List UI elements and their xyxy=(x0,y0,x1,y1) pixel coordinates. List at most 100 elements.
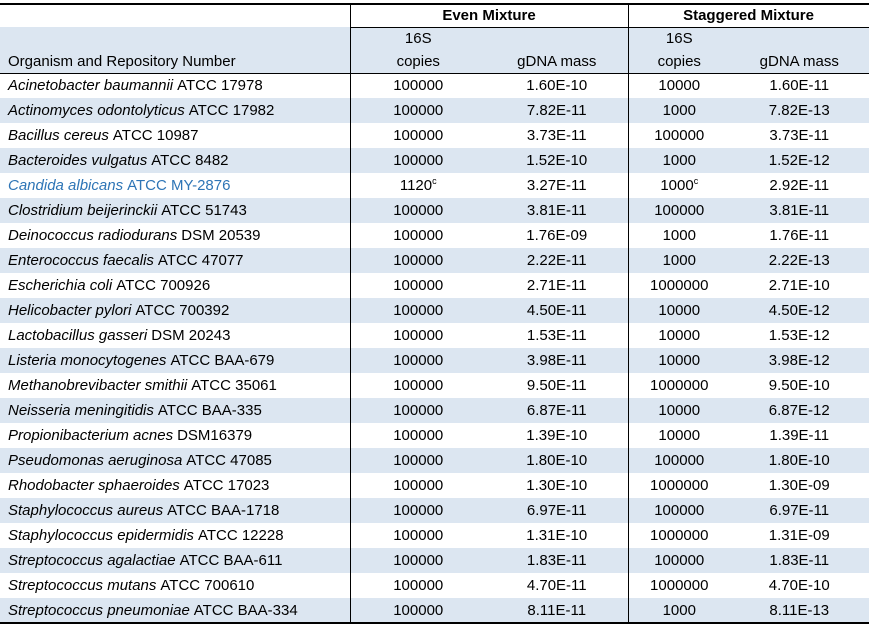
organism-cell: Rhodobacter sphaeroides ATCC 17023 xyxy=(0,473,350,498)
even-copies-cell: 100000 xyxy=(349,448,486,473)
even-gdna-cell: 1.80E-10 xyxy=(526,452,588,469)
even-copies-cell: 100000 xyxy=(349,573,486,598)
even-gdna-cell: 1.30E-10 xyxy=(526,477,588,494)
organism-row: Candida albicans ATCC MY-2876 1120c 3.27E… xyxy=(0,173,869,198)
even-gdna-cell: 1.60E-10 xyxy=(526,77,588,95)
staggered-copies-value: 10000 xyxy=(658,402,701,419)
staggered-copies-cell: 1000000 xyxy=(627,373,730,398)
staggered-copies-cell: 1000000 xyxy=(627,473,730,498)
staggered-gdna-cell: 1.60E-11 xyxy=(730,73,869,98)
staggered-gdna-cell: 1.39E-11 xyxy=(730,423,869,448)
even-copies-value: 100000 xyxy=(393,427,444,444)
subheader-spacer xyxy=(0,27,350,50)
staggered-copies-cell: 100000 xyxy=(627,123,730,148)
staggered-copies-value: 1000000 xyxy=(650,477,709,494)
staggered-copies-cell: 1000 xyxy=(627,598,730,623)
even-gdna-cell: 4.70E-11 xyxy=(526,577,587,594)
even-copies-cell: 100000 xyxy=(349,298,486,323)
even-copies-cell: 1120c xyxy=(349,173,486,198)
organism-cell: Streptococcus agalactiae ATCC BAA-611 xyxy=(0,548,350,573)
repository-number: ATCC 700610 xyxy=(160,577,255,594)
even-gdna-cell: 1.39E-10 xyxy=(526,427,588,444)
organism-row: Bacillus cereus ATCC 10987 100000 3.73E-1… xyxy=(0,123,869,148)
organism-cell: Pseudomonas aeruginosa ATCC 47085 xyxy=(0,448,350,473)
staggered-copies-cell: 10000 xyxy=(627,298,730,323)
even-copies-value: 100000 xyxy=(393,277,444,294)
even-gdna-cell: 3.27E-11 xyxy=(526,177,587,194)
organism-cell: Streptococcus pneumoniae ATCC BAA-334 xyxy=(0,598,350,623)
even-copies-value: 100000 xyxy=(393,377,444,394)
even-copies-value: 100000 xyxy=(393,227,444,244)
staggered-copies-value: 10000 xyxy=(658,327,701,344)
organism-row: Streptococcus mutans ATCC 700610 100000 4… xyxy=(0,573,869,598)
even-copies-value: 100000 xyxy=(393,152,444,169)
staggered-mixture-group-header: Staggered Mixture xyxy=(627,4,869,28)
organism-name: Listeria monocytogenes xyxy=(8,352,167,369)
organism-row: Propionibacterium acnes DSM16379 100000 1… xyxy=(0,423,869,448)
repository-number: ATCC 17023 xyxy=(183,477,270,494)
staggered-gdna-cell: 1.53E-12 xyxy=(730,323,869,348)
even-gdna-cell: 1.31E-10 xyxy=(526,527,588,544)
group-header-spacer xyxy=(0,4,350,27)
organism-name: Streptococcus agalactiae xyxy=(8,552,176,569)
group-header-row: Even Mixture Staggered Mixture xyxy=(0,4,869,28)
staggered-gdna-cell: 1.30E-09 xyxy=(730,473,869,498)
staggered-copies-cell: 1000 xyxy=(627,248,730,273)
staggered-copies-cell: 1000c xyxy=(627,173,730,198)
even-mixture-group-header: Even Mixture xyxy=(349,4,629,28)
staggered-gdna-cell: 8.11E-13 xyxy=(730,598,869,623)
organism-cell: Listeria monocytogenes ATCC BAA-679 xyxy=(0,348,350,373)
staggered-gdna-cell: 2.92E-11 xyxy=(730,173,869,198)
organism-cell: Bacillus cereus ATCC 10987 xyxy=(0,123,350,148)
staggered-copies-cell: 100000 xyxy=(627,198,730,223)
staggered-gdna-cell: 1.52E-12 xyxy=(730,148,869,173)
even-copies-value: 100000 xyxy=(393,127,444,144)
organism-row: Helicobacter pylori ATCC 700392 100000 4.… xyxy=(0,298,869,323)
even-copies-value: 100000 xyxy=(393,327,444,344)
staggered-copies-value: 100000 xyxy=(654,452,705,469)
staggered-copies-value: 10000 xyxy=(658,352,701,369)
even-copies-value: 100000 xyxy=(393,202,444,219)
staggered-16s-label: 16S xyxy=(627,27,730,50)
organism-name: Staphylococcus epidermidis xyxy=(8,527,194,544)
staggered-copies-value: 100000 xyxy=(654,502,705,519)
even-gdna-cell: 3.98E-11 xyxy=(526,352,587,369)
organism-row: Streptococcus pneumoniae ATCC BAA-334 100… xyxy=(0,598,869,623)
organism-name: Lactobacillus gasseri xyxy=(8,327,148,344)
even-copies-cell: 100000 xyxy=(349,598,486,623)
staggered-copies-value: 100000 xyxy=(654,127,705,144)
organism-cell: Actinomyces odontolyticus ATCC 17982 xyxy=(0,98,350,123)
repository-number: ATCC 10987 xyxy=(112,127,199,144)
even-copies-cell: 100000 xyxy=(349,148,486,173)
staggered-gdna-cell: 3.81E-11 xyxy=(730,198,869,223)
organism-name: Enterococcus faecalis xyxy=(8,252,154,269)
even-copies-cell: 100000 xyxy=(349,548,486,573)
even-gdna-cell: 6.87E-11 xyxy=(526,402,587,419)
even-copies-value: 100000 xyxy=(393,252,444,269)
organism-column-header: Organism and Repository Number xyxy=(0,50,350,74)
staggered-copies-value: 1000 xyxy=(662,102,696,119)
staggered-copies-value: 10000 xyxy=(658,302,701,319)
organism-name: Rhodobacter sphaeroides xyxy=(8,477,180,494)
even-gdna-cell: 3.73E-11 xyxy=(526,127,587,144)
organism-row: Lactobacillus gasseri DSM 20243 100000 1.… xyxy=(0,323,869,348)
even-copies-cell: 100000 xyxy=(349,273,486,298)
staggered-copies-value: 1000 xyxy=(660,177,694,194)
staggered-copies-cell: 1000000 xyxy=(627,523,730,548)
organism-row: Enterococcus faecalis ATCC 47077 100000 2… xyxy=(0,248,869,273)
even-copies-value: 100000 xyxy=(393,477,444,494)
even-copies-value: 100000 xyxy=(393,452,444,469)
repository-number: ATCC 700392 xyxy=(135,302,230,319)
even-copies-value: 100000 xyxy=(393,102,444,119)
staggered-gdna-cell: 1.76E-11 xyxy=(730,223,869,248)
staggered-copies-value: 1000000 xyxy=(650,527,709,544)
organism-row: Escherichia coli ATCC 700926 100000 2.71E… xyxy=(0,273,869,298)
even-copies-cell: 100000 xyxy=(349,473,486,498)
even-copies-value: 100000 xyxy=(393,527,444,544)
staggered-gdna-cell: 4.70E-10 xyxy=(730,573,869,598)
organism-name: Bacillus cereus xyxy=(8,127,109,144)
organism-name: Streptococcus pneumoniae xyxy=(8,601,190,619)
staggered-copies-cell: 1000000 xyxy=(627,273,730,298)
staggered-gdna-cell: 2.22E-13 xyxy=(730,248,869,273)
even-gdna-cell: 6.97E-11 xyxy=(526,502,587,519)
